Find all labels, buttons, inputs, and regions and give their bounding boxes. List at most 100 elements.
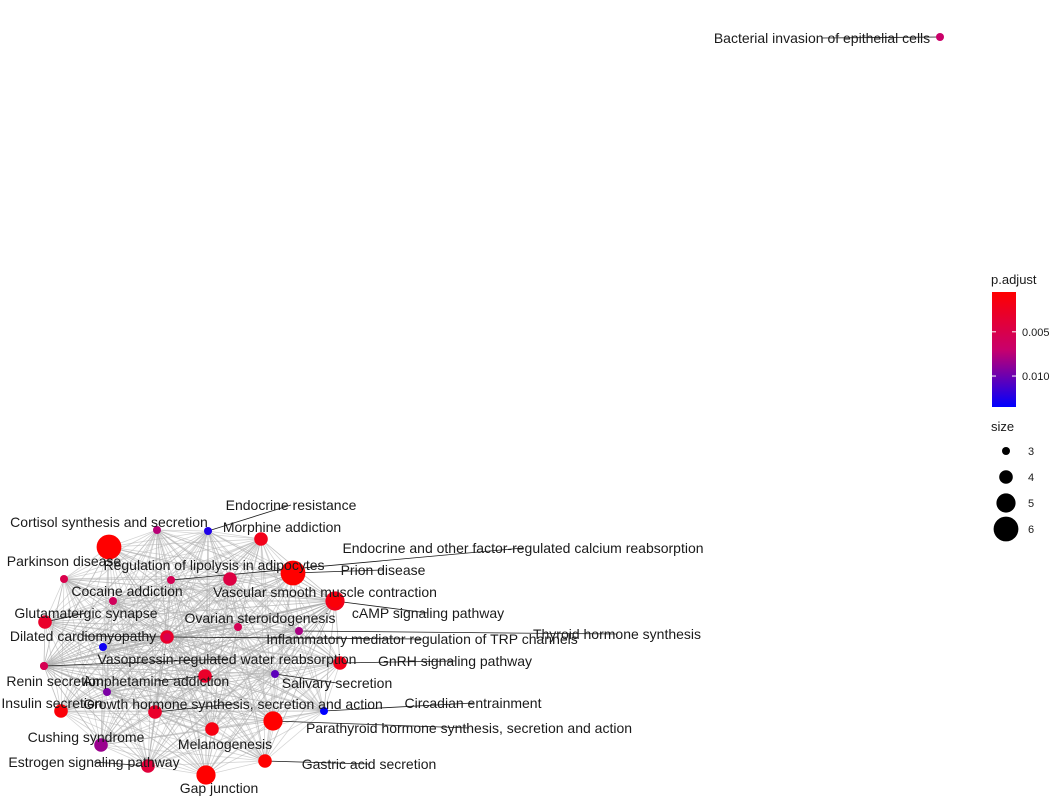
node-label-thyr: Thyroid hormone synthesis bbox=[533, 626, 701, 642]
node-morph bbox=[254, 532, 268, 546]
network-edge bbox=[60, 710, 102, 746]
node-gap bbox=[196, 765, 216, 785]
node-glut2 bbox=[153, 526, 161, 534]
node-insul bbox=[54, 704, 68, 718]
node-park bbox=[60, 575, 68, 583]
network-edge bbox=[237, 626, 300, 632]
network-edge bbox=[211, 728, 266, 762]
color-tick-label: 0.005 bbox=[1022, 327, 1050, 339]
node-gastr bbox=[258, 754, 272, 768]
leader-line-dilat bbox=[82, 635, 168, 638]
network-edge bbox=[154, 529, 158, 713]
color-legend-title: p.adjust bbox=[991, 272, 1037, 287]
node-label-renin: Renin secretion bbox=[6, 673, 103, 689]
network-edge bbox=[43, 665, 213, 730]
network-edge bbox=[60, 546, 110, 712]
size-key-label: 4 bbox=[1028, 472, 1034, 484]
network-edge bbox=[156, 529, 294, 574]
network-edge bbox=[166, 636, 341, 664]
network-edge bbox=[112, 600, 156, 713]
node-renin bbox=[40, 662, 48, 670]
node-bact bbox=[936, 33, 944, 41]
network-edge bbox=[166, 626, 239, 638]
size-key-label: 3 bbox=[1028, 446, 1034, 458]
network-edge bbox=[272, 600, 336, 722]
network-edge bbox=[63, 578, 149, 767]
network-edge bbox=[264, 710, 325, 762]
leader-line-amph bbox=[155, 675, 206, 682]
node-prion bbox=[280, 560, 306, 586]
node-label-insul: Insulin secretion bbox=[1, 695, 102, 711]
node-label-cush: Cushing syndrome bbox=[28, 729, 145, 745]
network-edge bbox=[44, 621, 266, 762]
leader-line-gnrh bbox=[339, 660, 456, 664]
network-edge bbox=[264, 662, 341, 762]
node-endores bbox=[204, 527, 212, 535]
network-edge bbox=[43, 665, 206, 677]
network-edge bbox=[204, 675, 207, 776]
network-edge bbox=[147, 675, 206, 767]
leader-line-saliv bbox=[274, 673, 338, 684]
network-edge bbox=[205, 720, 274, 776]
network-edge bbox=[264, 630, 300, 762]
network-edge bbox=[154, 711, 266, 762]
network-edge bbox=[102, 530, 209, 648]
network-edge bbox=[156, 529, 206, 677]
leader-line-para bbox=[272, 720, 470, 729]
network-edge bbox=[100, 572, 294, 746]
node-label-gnrh: GnRH signaling pathway bbox=[378, 653, 532, 669]
size-key-dot bbox=[996, 493, 1016, 513]
network-edge bbox=[112, 600, 300, 632]
network-edge bbox=[106, 691, 207, 776]
network-edge bbox=[147, 630, 300, 767]
network-edge bbox=[60, 710, 149, 767]
node-label-circ: Circadian entrainment bbox=[405, 695, 542, 711]
network-edge bbox=[106, 579, 172, 693]
node-label-para: Parathyroid hormone synthesis, secretion… bbox=[306, 720, 632, 736]
network-edge bbox=[237, 600, 336, 628]
node-circ bbox=[320, 707, 328, 715]
network-edge bbox=[156, 529, 209, 532]
network-edge bbox=[102, 646, 341, 664]
network-edge bbox=[60, 710, 156, 713]
network-edge bbox=[43, 665, 207, 776]
network-edge bbox=[274, 673, 325, 712]
network-edge bbox=[170, 579, 336, 602]
network-edge bbox=[106, 691, 325, 712]
network-edge bbox=[274, 572, 294, 675]
node-dotb bbox=[99, 643, 107, 651]
network-edge bbox=[60, 710, 274, 722]
network-edge bbox=[44, 600, 336, 623]
network-edge bbox=[112, 600, 266, 762]
node-lipo bbox=[223, 572, 237, 586]
network-edge bbox=[63, 578, 325, 712]
network-edge bbox=[166, 630, 300, 638]
network-edge bbox=[205, 538, 262, 776]
leader-line-infl bbox=[166, 636, 423, 640]
network-edge bbox=[44, 621, 300, 632]
network-edge bbox=[154, 662, 341, 713]
network-edge bbox=[60, 579, 172, 712]
network-edge bbox=[205, 600, 336, 776]
network-edge bbox=[112, 538, 262, 602]
node-label-estr: Estrogen signaling pathway bbox=[8, 754, 179, 770]
network-edge bbox=[60, 636, 168, 712]
network-edge bbox=[112, 529, 158, 602]
size-key-dot bbox=[1002, 447, 1010, 455]
network-edge bbox=[204, 675, 274, 722]
network-edge bbox=[166, 572, 294, 638]
network-edge bbox=[102, 636, 168, 648]
network-edge bbox=[204, 572, 294, 677]
network-edge bbox=[100, 691, 108, 746]
node-ovar bbox=[234, 623, 242, 631]
network-edge bbox=[100, 711, 156, 746]
network-edge bbox=[108, 546, 156, 713]
network-edge bbox=[292, 572, 341, 664]
network-edge bbox=[204, 673, 276, 677]
network-edge bbox=[205, 630, 300, 776]
network-edge bbox=[147, 673, 276, 767]
node-label-infl: Inflammatory mediator regulation of TRP … bbox=[266, 631, 578, 647]
node-camp bbox=[328, 594, 342, 608]
network-edge bbox=[43, 665, 62, 712]
